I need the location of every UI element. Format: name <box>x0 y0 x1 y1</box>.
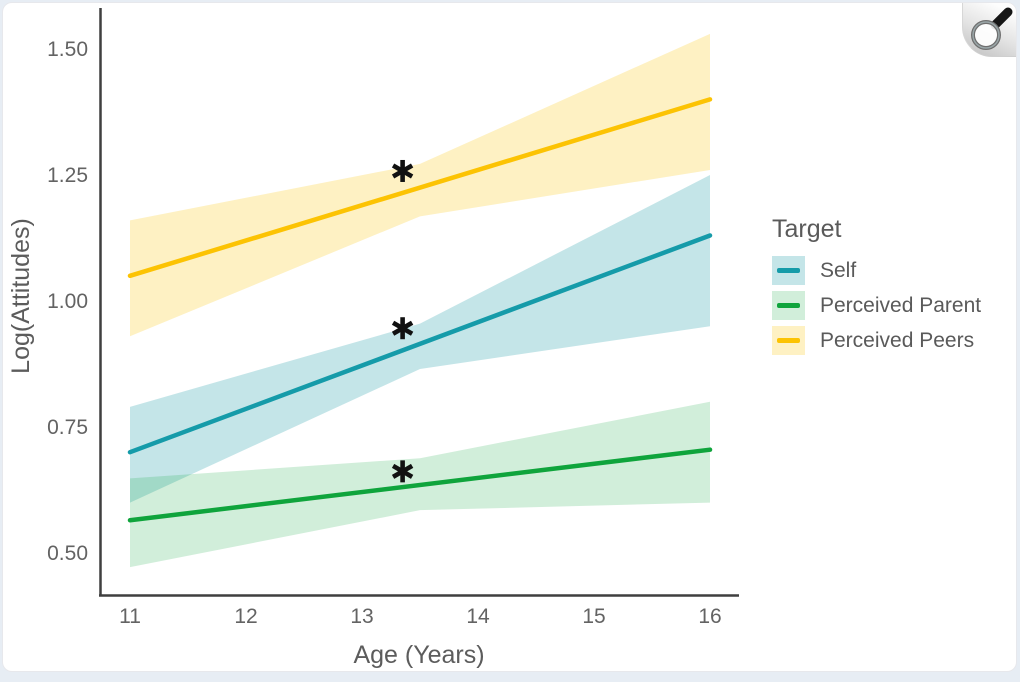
legend-swatch-self <box>772 256 805 285</box>
x-tick-label: 14 <box>466 605 490 628</box>
significance-asterisk-perceived-peers <box>391 159 414 182</box>
legend-label: Self <box>820 258 857 282</box>
legend-key-line <box>777 268 800 273</box>
asterisk-spoke <box>391 320 414 336</box>
ci-band-perceived-peers <box>130 33 710 337</box>
x-tick-label: 16 <box>698 605 721 628</box>
x-tick-label: 12 <box>234 605 257 628</box>
legend-swatch-perceived-parent <box>772 291 805 320</box>
x-axis-title: Age (Years) <box>353 641 485 669</box>
magnifier-icon <box>971 7 1013 50</box>
y-tick-label: 1.25 <box>47 164 88 187</box>
asterisk-spoke <box>391 463 414 479</box>
trend-line-self <box>127 233 713 455</box>
y-tick-label: 1.50 <box>47 38 88 61</box>
legend-label: Perceived Parent <box>820 293 982 317</box>
significance-asterisk-perceived-parent <box>391 460 414 483</box>
x-tick-label: 13 <box>350 605 373 628</box>
legend-title: Target <box>772 215 842 243</box>
legend-swatch-perceived-peers <box>772 326 805 355</box>
x-tick-label: 11 <box>119 605 141 628</box>
legend-key-line <box>777 303 800 308</box>
x-tick-label: 15 <box>582 605 605 628</box>
trend-line-perceived-peers <box>127 97 713 279</box>
asterisk-spoke <box>391 163 414 179</box>
zoom-button[interactable] <box>962 3 1016 57</box>
legend-item-self: Self <box>772 256 981 285</box>
legend-item-perceived-parent: Perceived Parent <box>772 291 981 320</box>
significance-asterisk-self <box>391 317 414 340</box>
legend-item-perceived-peers: Perceived Peers <box>772 326 981 355</box>
y-tick-label: 0.75 <box>47 416 88 439</box>
chart-canvas: 1.50 1.25 1.00 0.75 0.50 11 12 13 14 15 16 <box>47 8 739 628</box>
legend-label: Perceived Peers <box>820 328 975 352</box>
y-tick-label: 1.00 <box>47 290 88 313</box>
image-viewer-card: 1.50 1.25 1.00 0.75 0.50 11 12 13 14 15 16 Age (Ye… <box>2 2 1017 672</box>
legend: Target Self Perceived Parent Perceived Pee… <box>772 215 981 361</box>
y-tick-label: 0.50 <box>47 542 88 565</box>
trend-line-perceived-parent <box>127 447 713 523</box>
y-axis-title: Log(Attitudes) <box>7 218 35 374</box>
ci-band-self <box>130 175 710 503</box>
chart-figure: 1.50 1.25 1.00 0.75 0.50 11 12 13 14 15 16 Age (Ye… <box>3 3 1016 671</box>
legend-key-line <box>777 338 800 343</box>
